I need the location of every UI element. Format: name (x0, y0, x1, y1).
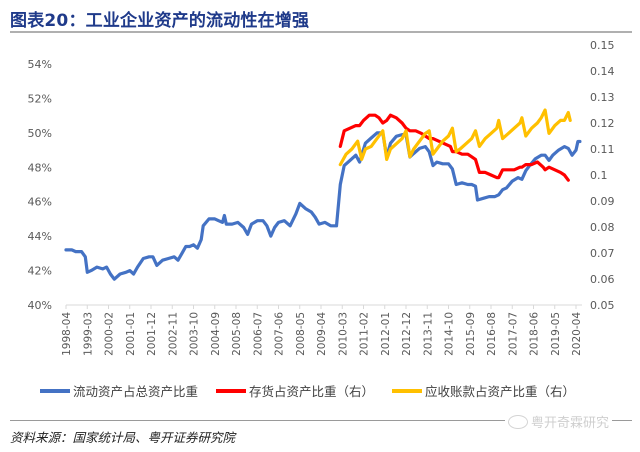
x-tick-label: 2009-04 (316, 312, 328, 356)
left-tick-label: 40% (28, 299, 52, 312)
right-tick-label: 0.05 (590, 299, 615, 312)
x-tick-label: 2006-07 (252, 312, 264, 356)
legend-swatch (392, 388, 423, 393)
left-tick-label: 54% (28, 58, 52, 71)
x-tick-label: 2007-06 (274, 312, 286, 356)
series-receivables-line (338, 108, 572, 167)
chart-title: 图表20：工业企业资产的流动性在增强 (10, 11, 310, 31)
watermark-text: 粤开奇霖研究 (531, 416, 610, 431)
left-axis-ticks: 40% 42% 44% 46% 48% 50% 52% 54% (28, 58, 52, 312)
left-tick-label: 42% (28, 265, 52, 278)
legend-label: 存货占资产比重（右） (249, 384, 375, 399)
legend-label: 流动资产占总资产比重 (73, 384, 199, 399)
left-tick-label: 46% (28, 196, 52, 209)
wechat-icon (508, 414, 528, 429)
right-tick-label: 0.13 (590, 91, 615, 104)
x-tick-label: 2005-08 (231, 312, 243, 356)
left-tick-label: 44% (28, 230, 52, 243)
left-tick-label: 48% (28, 161, 52, 174)
legend-item-receivables: 应收账款占资产比重（右） (392, 381, 575, 400)
line-chart: 40%42%44%46%48%50%52%54% 0.050.060.070.0… (28, 39, 615, 356)
x-tick-label: 2016-08 (486, 312, 498, 356)
legend-swatch (216, 388, 247, 393)
right-tick-label: 0.1 (590, 169, 608, 182)
x-tick-label: 2012-12 (401, 312, 413, 356)
x-tick-label: 2003-10 (189, 312, 201, 356)
right-tick-label: 0.06 (590, 273, 615, 286)
x-tick-label: 2010-03 (337, 312, 349, 356)
legend: 流动资产占总资产比重 存货占资产比重（右） 应收账款占资产比重（右） (40, 381, 620, 400)
x-tick-label: 2012-01 (380, 312, 392, 356)
legend-item-inventory: 存货占资产比重（右） (216, 381, 374, 400)
right-tick-label: 0.12 (590, 117, 615, 130)
x-tick-label: 2001-01 (125, 312, 137, 356)
right-tick-label: 0.07 (590, 247, 615, 260)
source-note: 资料来源：国家统计局、粤开证券研究院 (10, 430, 236, 445)
x-tick-label: 2001-12 (146, 312, 158, 356)
watermark: 粤开奇霖研究 (505, 412, 613, 431)
right-axis-ticks: 0.05 0.06 0.07 0.08 0.09 0.1 0.11 0.12 0.13 0.14 0… (590, 39, 615, 312)
x-axis-ticks: 1998-04 1999-03 2000-02 2001-01 2001-12 2002-… (61, 305, 583, 356)
right-tick-label: 0.14 (590, 65, 615, 78)
x-tick-label: 2002-11 (167, 312, 179, 356)
legend-swatch (40, 388, 70, 393)
x-tick-label: 2017-07 (507, 312, 519, 356)
right-tick-label: 0.09 (590, 195, 615, 208)
x-tick-label: 2018-06 (529, 312, 541, 356)
x-tick-label: 2011-02 (359, 312, 371, 356)
legend-item-current-assets: 流动资产占总资产比重 (40, 381, 198, 400)
series-lines (64, 108, 582, 281)
source-divider (10, 420, 632, 421)
series-current-assets-line (64, 131, 582, 281)
legend-label: 应收账款占资产比重（右） (425, 384, 576, 399)
series-inventory-line (338, 113, 570, 182)
right-tick-label: 0.15 (590, 39, 615, 52)
x-tick-label: 2020-04 (571, 312, 583, 356)
x-tick-label: 2013-11 (422, 312, 434, 356)
left-tick-label: 52% (28, 92, 52, 105)
left-tick-label: 50% (28, 127, 52, 140)
x-tick-label: 1999-03 (82, 312, 94, 356)
right-tick-label: 0.08 (590, 221, 615, 234)
x-tick-label: 2015-09 (465, 312, 477, 356)
x-tick-label: 2008-05 (295, 312, 307, 356)
right-tick-label: 0.11 (590, 143, 615, 156)
x-tick-label: 2004-09 (210, 312, 222, 356)
x-tick-label: 1998-04 (61, 312, 73, 356)
x-tick-label: 2000-02 (104, 312, 116, 356)
x-tick-label: 2014-10 (444, 312, 456, 356)
title-divider (10, 31, 632, 33)
x-tick-label: 2019-05 (550, 312, 562, 356)
